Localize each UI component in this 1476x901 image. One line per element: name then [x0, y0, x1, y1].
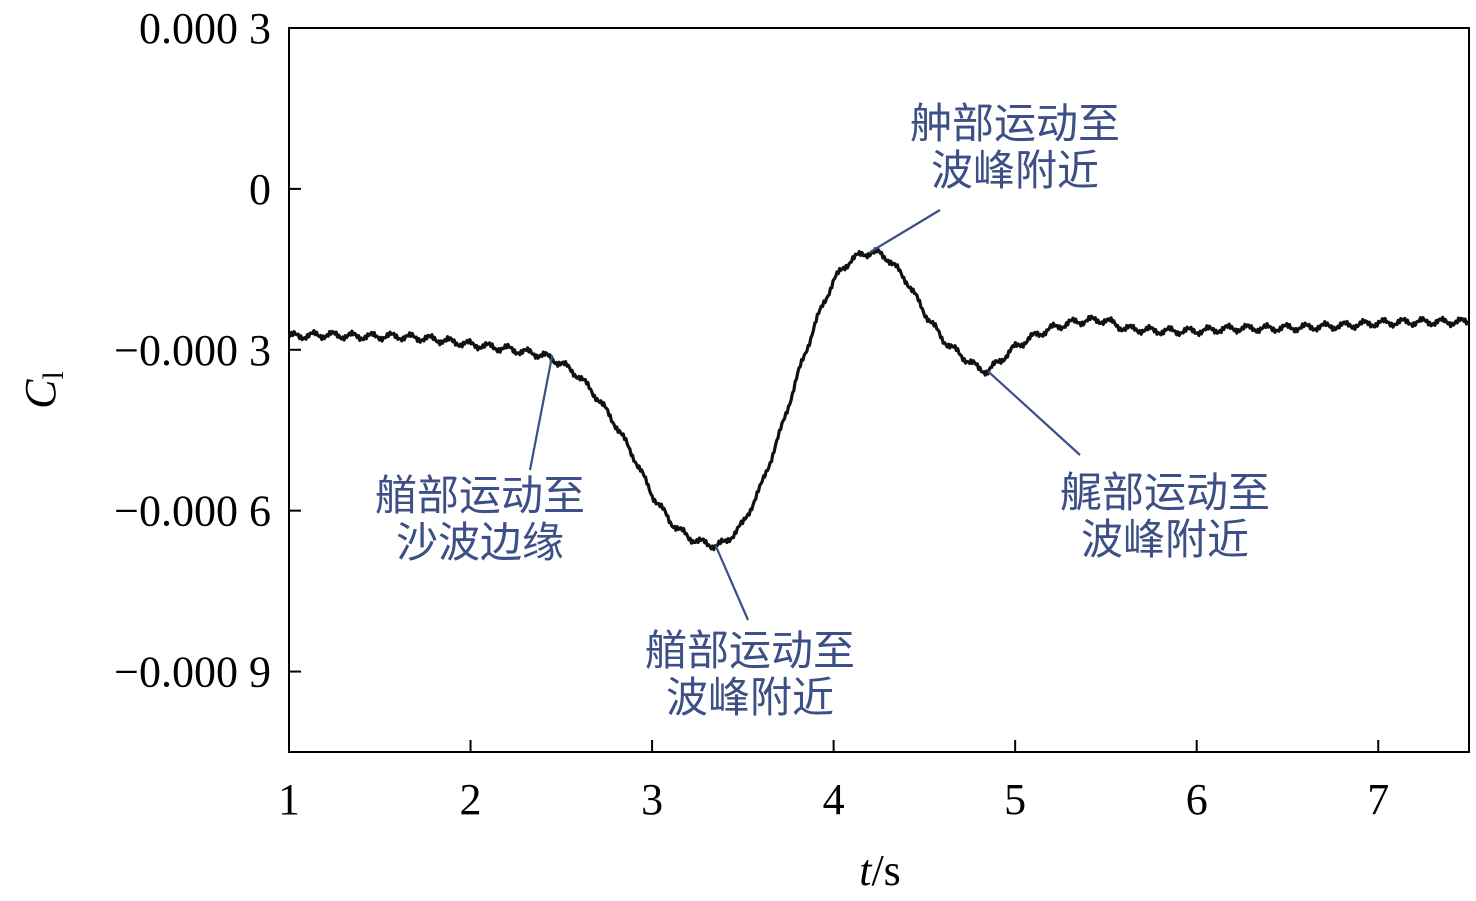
annotation-leader-line [869, 209, 941, 254]
y-tick-label: −0.000 6 [114, 487, 271, 536]
annotation-text: 艉部运动至 [1060, 468, 1270, 517]
annotation-text: 沙波边缘 [396, 518, 564, 567]
y-axis: 0.000 3 0 −0.000 3 −0.000 6 −0.000 9 [114, 4, 301, 697]
x-axis-title: t/s [859, 846, 901, 895]
x-tick-label: 2 [460, 775, 482, 824]
y-axis-title-sub: l [37, 371, 70, 379]
annotation-leader-line [714, 545, 750, 621]
y-tick-label: 0 [249, 165, 271, 214]
annotation-text: 波峰附近 [931, 146, 1099, 195]
annotation-text: 艏部运动至 [645, 626, 855, 675]
x-axis: 1 2 3 4 5 6 7 [278, 740, 1389, 824]
annotation-text: 波峰附近 [666, 673, 834, 722]
y-tick-label: −0.000 3 [114, 326, 271, 375]
plot-frame [288, 27, 1470, 753]
annotation-text: 波峰附近 [1081, 515, 1249, 564]
y-axis-title: Cl [16, 371, 70, 409]
annotation-text: 舯部运动至 [910, 99, 1120, 148]
y-axis-title-main: C [16, 379, 65, 409]
x-tick-label: 5 [1004, 775, 1026, 824]
x-tick-label: 6 [1186, 775, 1208, 824]
x-tick-label: 1 [278, 775, 300, 824]
annotation-text: 艏部运动至 [375, 471, 585, 520]
y-tick-label: −0.000 9 [114, 648, 271, 697]
annotation-leader-line [987, 370, 1081, 456]
x-axis-title-var: t [859, 846, 873, 895]
series-line [288, 247, 1471, 552]
x-tick-label: 3 [641, 775, 663, 824]
annotation-leader-line [528, 354, 554, 471]
x-tick-label: 4 [823, 775, 845, 824]
x-tick-label: 7 [1367, 775, 1389, 824]
y-tick-label: 0.000 3 [139, 4, 271, 53]
x-axis-title-unit: /s [871, 846, 900, 895]
